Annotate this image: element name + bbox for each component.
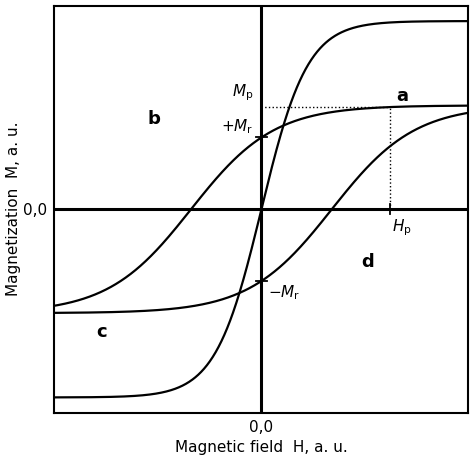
Text: $H_\mathrm{p}$: $H_\mathrm{p}$ — [392, 217, 411, 237]
Y-axis label: Magnetization  M, a. u.: Magnetization M, a. u. — [6, 122, 20, 296]
Text: a: a — [396, 87, 408, 105]
X-axis label: Magnetic field  H, a. u.: Magnetic field H, a. u. — [175, 440, 348, 455]
Text: c: c — [96, 323, 107, 341]
Text: d: d — [361, 254, 374, 272]
Text: $-M_\mathrm{r}$: $-M_\mathrm{r}$ — [268, 283, 300, 301]
Text: $+M_\mathrm{r}$: $+M_\mathrm{r}$ — [221, 117, 253, 136]
Text: $M_\mathrm{p}$: $M_\mathrm{p}$ — [232, 83, 253, 103]
Text: b: b — [147, 110, 160, 128]
